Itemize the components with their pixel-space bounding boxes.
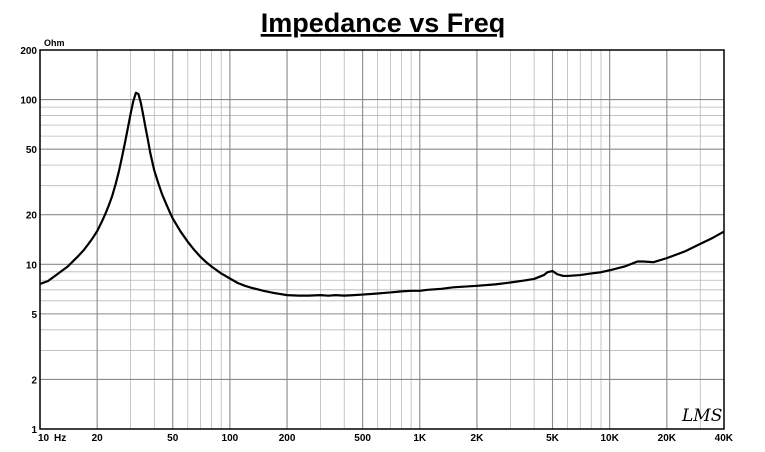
y-tick-label: 50 (26, 145, 38, 156)
y-tick-label: 20 (26, 211, 38, 222)
x-unit-label: Hz (54, 433, 66, 444)
y-tick-label: 5 (31, 310, 37, 321)
y-unit-label: Ohm (44, 38, 65, 48)
x-tick-label: 20 (92, 433, 104, 444)
lms-watermark: LMS (681, 406, 722, 426)
x-tick-label: 10K (600, 433, 619, 444)
y-tick-label: 100 (20, 96, 37, 107)
x-axis-tick-labels: 10 20 50 100 200 500 1K 2K 5K 10K 20K 40K (38, 433, 734, 444)
y-axis-tick-labels: 1 2 5 10 20 50 100 200 (20, 46, 37, 436)
impedance-curve (39, 91, 725, 297)
x-tick-label: 500 (354, 433, 371, 444)
x-tick-label: 200 (279, 433, 296, 444)
x-tick-label: 40K (715, 433, 734, 444)
x-tick-label: 20K (658, 433, 677, 444)
x-tick-label: 50 (167, 433, 179, 444)
y-tick-label: 2 (31, 375, 37, 386)
x-tick-label: 100 (222, 433, 239, 444)
chart-title: Impedance vs Freq (261, 8, 506, 38)
x-tick-label: 5K (546, 433, 560, 444)
plot-frame (39, 49, 725, 430)
x-tick-label: 1K (413, 433, 427, 444)
x-tick-label: 10 (38, 433, 50, 444)
y-tick-label: 1 (31, 425, 37, 436)
x-tick-label: 2K (471, 433, 485, 444)
y-tick-label: 10 (26, 260, 38, 271)
y-tick-label: 200 (20, 46, 37, 57)
